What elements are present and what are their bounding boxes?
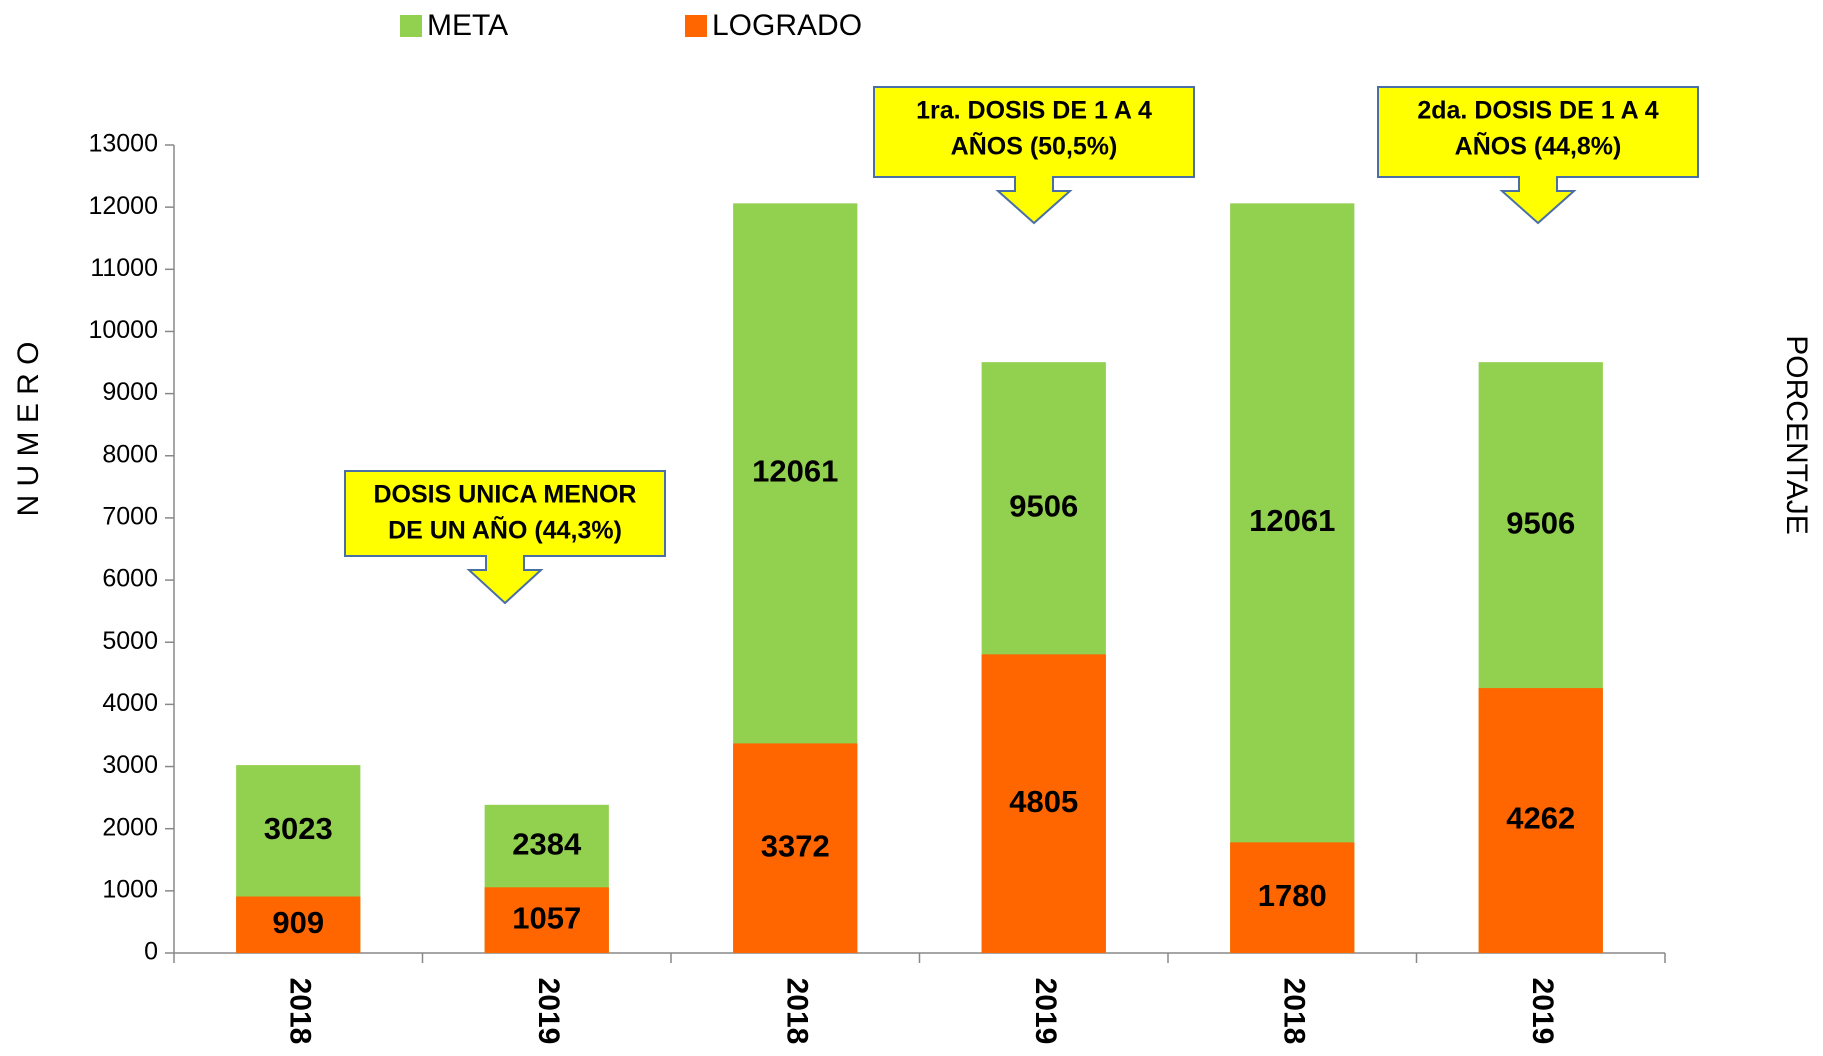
y-tick-label: 6000 bbox=[102, 565, 158, 593]
y-tick-label: 2000 bbox=[102, 813, 158, 841]
y-tick-label: 8000 bbox=[102, 440, 158, 468]
x-tick-label: 2018 bbox=[780, 978, 813, 1045]
data-label: 9506 bbox=[1009, 488, 1078, 523]
bar bbox=[733, 743, 858, 953]
bar bbox=[1478, 688, 1603, 953]
y-tick-label: 7000 bbox=[102, 503, 158, 531]
y-tick-label: 4000 bbox=[102, 689, 158, 717]
y-tick-label: 0 bbox=[144, 938, 158, 966]
callout-text: 1ra. DOSIS DE 1 A 4 bbox=[916, 97, 1152, 125]
x-tick-label: 2019 bbox=[532, 978, 565, 1045]
y-tick-label: 12000 bbox=[88, 192, 158, 220]
data-label: 909 bbox=[272, 905, 324, 940]
callout-text: DE UN AÑO (44,3%) bbox=[388, 515, 622, 545]
legend-label: META bbox=[427, 9, 508, 42]
data-label: 1780 bbox=[1258, 878, 1327, 913]
data-label: 4262 bbox=[1506, 801, 1575, 836]
legend-label: LOGRADO bbox=[712, 9, 862, 42]
data-label: 12061 bbox=[752, 454, 838, 489]
legend-swatch bbox=[685, 15, 707, 37]
x-tick-label: 2018 bbox=[1277, 978, 1310, 1045]
y-axis-label: N U M E R O bbox=[12, 341, 45, 516]
legend-swatch bbox=[400, 15, 422, 37]
data-label: 2384 bbox=[512, 826, 582, 861]
x-tick-label: 2019 bbox=[1526, 978, 1559, 1045]
y-tick-label: 1000 bbox=[102, 875, 158, 903]
callout-text: DOSIS UNICA MENOR bbox=[374, 481, 637, 509]
y-tick-label: 3000 bbox=[102, 751, 158, 779]
y-tick-label: 5000 bbox=[102, 627, 158, 655]
x-tick-label: 2018 bbox=[283, 978, 316, 1045]
data-label: 3023 bbox=[264, 811, 333, 846]
data-label: 1057 bbox=[512, 900, 581, 935]
y-tick-label: 10000 bbox=[88, 316, 158, 344]
bar bbox=[1230, 842, 1355, 953]
x-tick-label: 2019 bbox=[1029, 978, 1062, 1045]
callout-text: AÑOS (44,8%) bbox=[1455, 131, 1622, 161]
bar bbox=[236, 896, 361, 953]
y-tick-label: 13000 bbox=[88, 130, 158, 158]
y-tick-label: 9000 bbox=[102, 378, 158, 406]
y2-axis-label: PORCENTAJE bbox=[1780, 335, 1813, 534]
callout bbox=[344, 470, 666, 605]
callout bbox=[1377, 86, 1699, 225]
data-label: 9506 bbox=[1506, 505, 1575, 540]
y-tick-label: 11000 bbox=[90, 254, 158, 282]
callout bbox=[873, 86, 1195, 225]
data-label: 12061 bbox=[1249, 503, 1335, 538]
bar bbox=[981, 654, 1106, 953]
data-label: 4805 bbox=[1009, 784, 1078, 819]
callout-text: 2da. DOSIS DE 1 A 4 bbox=[1417, 97, 1658, 125]
data-label: 3372 bbox=[761, 828, 830, 863]
bar bbox=[1230, 203, 1355, 954]
callout-text: AÑOS (50,5%) bbox=[951, 131, 1118, 161]
bar bbox=[484, 887, 609, 953]
